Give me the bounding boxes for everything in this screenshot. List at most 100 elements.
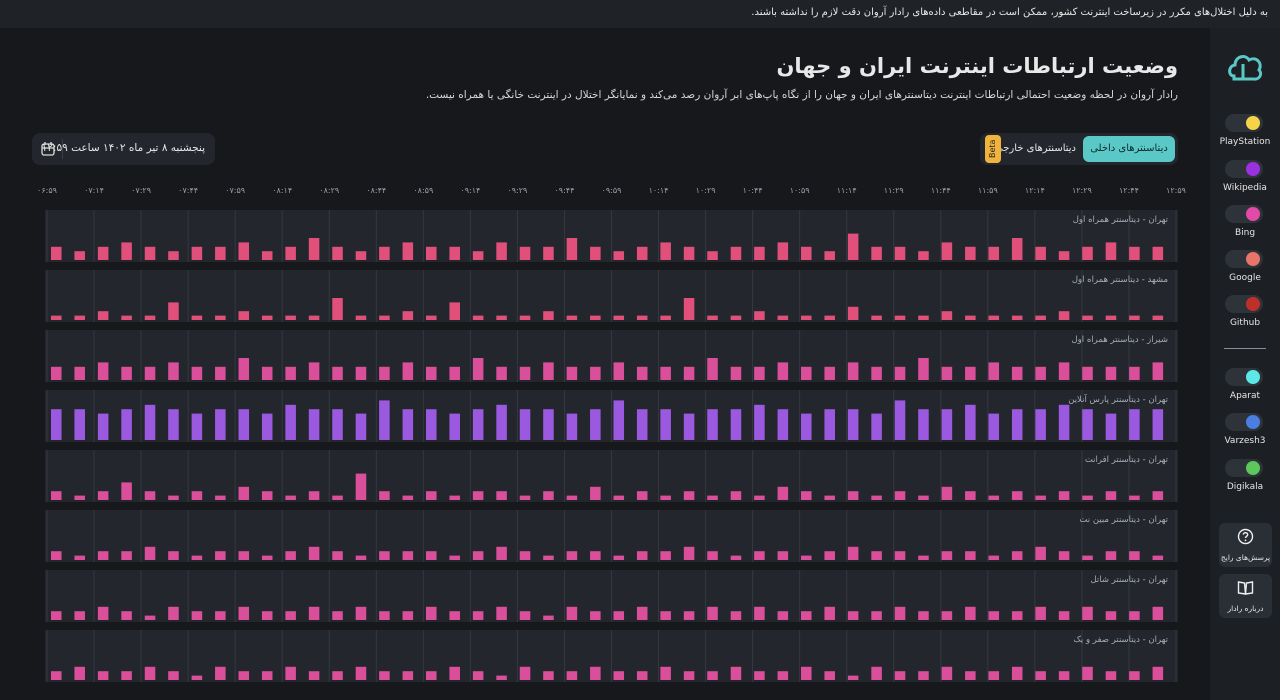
bar [215,409,226,440]
bar [74,366,85,380]
bar [636,606,648,620]
bar [941,311,953,320]
bar [51,366,62,380]
faq-button[interactable]: پرسش‌های رایج [1219,523,1272,567]
bar [168,495,179,500]
panel-label: تهران - دیتاسنتر شاتل [1090,575,1168,585]
bar [1129,366,1140,380]
panel-chart [46,270,1177,322]
service-name: Varzesh3 [1224,436,1266,446]
calendar-icon [41,142,55,156]
bar [1105,242,1117,260]
bar [801,366,812,380]
panel-label: تهران - دیتاسنتر مبین نت [1079,515,1168,525]
panel-chart [46,210,1177,262]
bar [1011,366,1023,380]
bar [449,413,460,440]
bar [402,551,414,560]
bar [754,495,765,500]
bar [1011,551,1023,560]
bar [824,366,835,380]
time-label: ۰۹:۵۹ [601,186,622,195]
bar [777,551,789,560]
bar [566,551,578,560]
bar [777,486,789,500]
bar [754,366,765,380]
bar [566,606,578,620]
bar [496,675,507,680]
toggle[interactable] [1225,250,1263,268]
bar [1082,315,1093,320]
bar [543,246,554,260]
bar [707,315,718,320]
bar [261,366,273,380]
toggle[interactable] [1225,114,1263,132]
bar [144,404,156,440]
panel-chart [46,570,1177,622]
bar [1105,671,1117,680]
time-label: ۰۷:۴۴ [178,186,199,195]
bar [988,413,1000,440]
service-name: PlayStation [1219,137,1271,147]
bar [894,366,906,380]
bar [97,246,109,260]
bar [824,315,835,320]
bar [402,409,414,440]
bar [801,611,812,620]
toggle[interactable] [1225,459,1263,477]
bar [355,413,367,440]
bar [1011,666,1023,680]
bar [121,611,132,620]
bar [191,413,203,440]
beta-badge: Beta [985,135,1001,163]
bar [918,555,929,560]
tab-external[interactable]: دیتاسنترهای خارجی [994,143,1076,154]
about-button[interactable]: درباره رادار [1219,574,1272,618]
bar [871,413,882,440]
date-picker[interactable]: پنجشنبه ۸ تیر ماه ۱۴۰۲ ساعت ۱۲:۵۹ [32,133,215,165]
bar [472,409,484,440]
panel-label: مشهد - دیتاسنتر همراه اول [1071,275,1168,285]
toggle[interactable] [1225,205,1263,223]
tab-internal[interactable]: دیتاسنترهای داخلی [1083,136,1175,162]
bar [97,362,109,380]
bar [566,366,578,380]
bar [496,546,507,560]
bar [1035,495,1046,500]
bar [660,611,671,620]
bar [332,366,343,380]
bar [941,551,953,560]
bar [1105,611,1117,620]
datacenter-panel: تهران - دیتاسنتر همراه اول [45,210,1178,262]
datacenter-panel: تهران - دیتاسنتر افرانت [45,450,1178,502]
bar [660,666,671,680]
time-label: ۱۱:۲۹ [883,186,904,195]
toggle[interactable] [1225,368,1263,386]
bar [332,551,343,560]
bar [590,315,601,320]
toggle[interactable] [1225,413,1263,431]
bar [801,555,812,560]
bar [965,404,976,440]
time-label: ۱۰:۱۴ [648,186,669,195]
toggle[interactable] [1225,160,1263,178]
bar [566,238,578,260]
bar [801,666,812,680]
bar [238,486,250,500]
bar [285,666,296,680]
bar [824,606,835,620]
bar [1035,315,1046,320]
bar [519,666,531,680]
bar [1152,606,1164,620]
bar [426,491,437,500]
service-name: Google [1229,273,1261,283]
bar [660,315,671,320]
bar [379,611,390,620]
bar [355,666,367,680]
panel-chart [46,390,1177,442]
toggle[interactable] [1225,295,1263,313]
bar [1082,409,1093,440]
bar [918,671,929,680]
bar [355,366,367,380]
bar [519,246,531,260]
